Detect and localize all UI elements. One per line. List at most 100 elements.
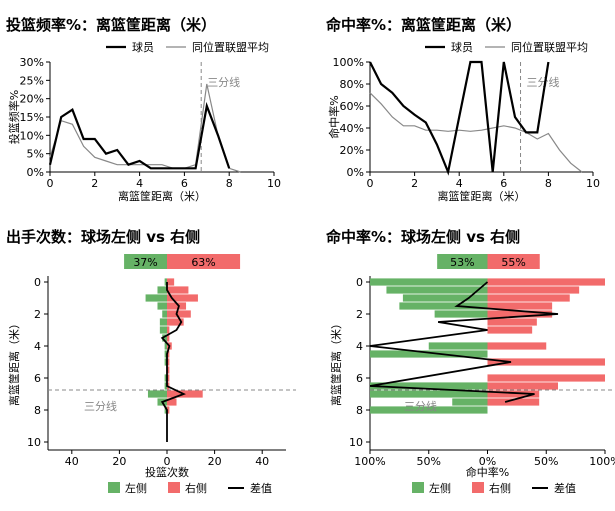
- x-tick-label: 0: [367, 177, 374, 190]
- x-tick-label: 0%: [479, 455, 496, 468]
- right-bar: [487, 302, 553, 310]
- series-line-league-avg: [369, 92, 583, 173]
- right-bar: [487, 286, 580, 294]
- x-tick-label: 10: [586, 177, 600, 190]
- y-tick-label: 10%: [20, 129, 44, 142]
- legend-label: 球员: [132, 40, 154, 54]
- accuracy-left-right-panel: 命中率%：球场左侧 vs 右侧 53% 55% 100% 50% 0% 50% 100% 0 2…: [318, 216, 615, 511]
- summary-left-bar: [437, 254, 488, 269]
- x-tick-label: 2: [91, 177, 98, 190]
- y-tick-label: 20%: [20, 93, 44, 106]
- summary-right-bar: [487, 254, 540, 269]
- legend-label: 同位置联盟平均: [192, 40, 269, 54]
- legend-label: 球员: [451, 40, 473, 54]
- right-bar: [487, 374, 605, 382]
- chart-title: 命中率%：离篮筐距离（米）: [326, 16, 522, 34]
- y-tick-label: 80%: [340, 78, 364, 91]
- y-tick-label: 0: [356, 276, 363, 289]
- accuracy-line-chart: 0 2 4 6 8 100%20%40%60%80%100%离篮筐距离（米）命中率%三分线…: [327, 40, 600, 203]
- y-tick-label: 8: [34, 404, 41, 417]
- three-point-label: 三分线: [404, 399, 437, 413]
- legend-swatch-left: [108, 482, 120, 493]
- left-bar: [370, 390, 488, 398]
- left-bar: [159, 326, 167, 334]
- summary-left-bar: [124, 254, 167, 269]
- x-tick-label: 2: [411, 177, 418, 190]
- legend-swatch-left: [412, 482, 424, 493]
- right-bar: [487, 382, 558, 390]
- legend-label: 左侧: [429, 482, 451, 495]
- left-bar: [386, 286, 488, 294]
- right-bar: [487, 310, 553, 318]
- right-bar: [167, 310, 191, 318]
- y-tick-label: 100%: [333, 56, 364, 69]
- x-tick-label: 40: [255, 455, 269, 468]
- y-tick-label: 4: [356, 340, 363, 353]
- x-tick-label: 10: [267, 177, 281, 190]
- x-axis-label: 投篮次数: [145, 465, 189, 479]
- right-bar: [167, 318, 184, 326]
- x-tick-label: 4: [456, 177, 463, 190]
- x-tick-label: 50%: [417, 455, 441, 468]
- right-bar: [167, 350, 170, 358]
- left-bar: [164, 406, 167, 414]
- left-bar: [164, 358, 167, 366]
- right-bar: [167, 326, 170, 334]
- right-bar: [487, 326, 533, 334]
- y-tick-label: 10: [349, 436, 363, 449]
- left-bar: [399, 302, 488, 310]
- left-bar: [164, 382, 167, 390]
- left-bar: [164, 374, 167, 382]
- three-point-label: 三分线: [207, 75, 240, 89]
- y-tick-label: 0: [34, 276, 41, 289]
- diff-line: [369, 281, 559, 403]
- right-bar: [167, 294, 198, 302]
- y-axis-label: 离篮筐距离（米）: [329, 318, 343, 406]
- y-tick-label: 5%: [27, 148, 44, 161]
- chart-title: 出手次数：球场左侧 vs 右侧: [6, 228, 201, 246]
- chart-title: 投篮频率%：离篮筐距离（米）: [6, 16, 217, 34]
- x-tick-label: 6: [500, 177, 507, 190]
- frequency-line-chart: 0 2 4 6 8 10 0% 5% 10% 15% 20% 25% 30% 离篮筐距离（米） 投篮频率% 三…: [7, 40, 281, 203]
- y-tick-label: 6: [356, 372, 363, 385]
- x-tick-label: 100%: [589, 455, 615, 468]
- left-bar: [145, 294, 167, 302]
- x-tick-label: 0: [47, 177, 54, 190]
- legend-label: 差值: [554, 481, 576, 495]
- y-tick-label: 2: [34, 308, 41, 321]
- right-bar: [167, 406, 170, 414]
- left-bar: [162, 334, 167, 342]
- legend-label: 右侧: [185, 481, 207, 495]
- left-bar: [402, 294, 488, 302]
- y-tick-label: 4: [34, 340, 41, 353]
- right-bar: [487, 278, 605, 286]
- legend-swatch-right: [472, 482, 484, 493]
- left-bar: [452, 398, 488, 406]
- y-tick-label: 30%: [20, 56, 44, 69]
- y-tick-label: 25%: [20, 74, 44, 87]
- y-tick-label: 0%: [27, 166, 44, 179]
- right-bar: [487, 390, 540, 398]
- series-line-player: [48, 101, 231, 170]
- x-tick-label: 20: [208, 455, 222, 468]
- right-bar: [487, 358, 605, 366]
- right-bar: [167, 302, 187, 310]
- left-bar: [157, 286, 167, 294]
- left-bar: [162, 310, 167, 318]
- x-tick-label: 8: [226, 177, 233, 190]
- right-bar: [167, 366, 170, 374]
- y-tick-label: 6: [34, 372, 41, 385]
- x-axis-label: 离篮筐距离（米）: [438, 189, 526, 203]
- left-bar: [428, 342, 488, 350]
- legend-label: 右侧: [489, 481, 511, 495]
- right-bar: [167, 374, 170, 382]
- y-tick-label: 8: [356, 404, 363, 417]
- summary-left-pct: 53%: [450, 256, 474, 269]
- accuracy-by-distance-panel: 命中率%：离篮筐距离（米） 0 2 4 6 8 10 0% 20% 40% 60% 80% 100% 离…: [318, 0, 615, 215]
- right-bar: [167, 278, 175, 286]
- left-bar: [147, 390, 167, 398]
- series-line-player: [369, 60, 550, 176]
- x-tick-label: 40: [65, 455, 79, 468]
- chart-title: 命中率%：球场左侧 vs 右侧: [326, 228, 521, 246]
- left-bar: [370, 278, 488, 286]
